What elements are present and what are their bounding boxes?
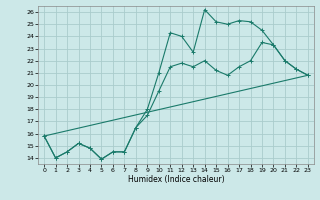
X-axis label: Humidex (Indice chaleur): Humidex (Indice chaleur)	[128, 175, 224, 184]
